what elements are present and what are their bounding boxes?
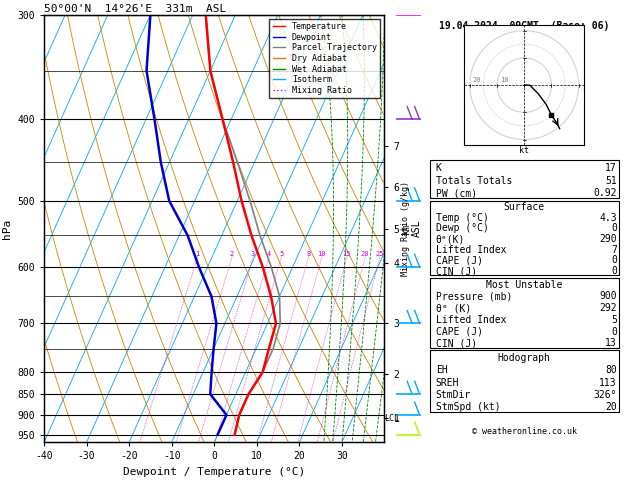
Text: 3: 3 <box>251 251 255 257</box>
Text: SREH: SREH <box>436 378 459 387</box>
Text: CIN (J): CIN (J) <box>436 338 477 348</box>
Text: 50°00'N  14°26'E  331m  ASL: 50°00'N 14°26'E 331m ASL <box>44 4 226 14</box>
Text: CAPE (J): CAPE (J) <box>436 327 482 337</box>
Text: 1: 1 <box>196 251 199 257</box>
Text: Lifted Index: Lifted Index <box>436 245 506 255</box>
Text: Dewp (°C): Dewp (°C) <box>436 224 489 233</box>
Text: 2: 2 <box>230 251 234 257</box>
Text: 80: 80 <box>605 365 617 375</box>
Text: CAPE (J): CAPE (J) <box>436 256 482 265</box>
Text: 15: 15 <box>342 251 351 257</box>
Text: 5: 5 <box>279 251 283 257</box>
Text: θᵉ (K): θᵉ (K) <box>436 303 471 313</box>
Text: 5: 5 <box>611 315 617 325</box>
Text: 292: 292 <box>599 303 617 313</box>
Bar <box>430 278 619 348</box>
Text: PW (cm): PW (cm) <box>436 189 477 198</box>
Text: 17: 17 <box>605 163 617 173</box>
Text: Mixing Ratio (g/kg): Mixing Ratio (g/kg) <box>401 181 409 276</box>
Text: Hodograph: Hodograph <box>498 353 551 363</box>
Text: Most Unstable: Most Unstable <box>486 279 562 290</box>
Text: CIN (J): CIN (J) <box>436 266 477 276</box>
Text: 290: 290 <box>599 234 617 244</box>
Text: 10: 10 <box>318 251 326 257</box>
Text: θᵉ(K): θᵉ(K) <box>436 234 465 244</box>
Text: 7: 7 <box>611 245 617 255</box>
Text: 0: 0 <box>611 256 617 265</box>
Text: 326°: 326° <box>593 390 617 400</box>
Text: 20: 20 <box>605 402 617 412</box>
Text: 0: 0 <box>611 327 617 337</box>
Bar <box>430 160 619 198</box>
Text: 25: 25 <box>376 251 384 257</box>
Text: EH: EH <box>436 365 447 375</box>
Text: Lifted Index: Lifted Index <box>436 315 506 325</box>
Text: 0: 0 <box>611 266 617 276</box>
Text: 0: 0 <box>611 224 617 233</box>
Text: 19.04.2024  09GMT  (Base: 06): 19.04.2024 09GMT (Base: 06) <box>439 21 610 31</box>
Text: 4.3: 4.3 <box>599 213 617 223</box>
Text: 900: 900 <box>599 292 617 301</box>
Text: Pressure (mb): Pressure (mb) <box>436 292 512 301</box>
Bar <box>430 201 619 276</box>
Text: K: K <box>436 163 442 173</box>
Y-axis label: km
ASL: km ASL <box>401 220 422 237</box>
Text: 4: 4 <box>267 251 271 257</box>
Bar <box>430 350 619 412</box>
Text: 51: 51 <box>605 175 617 186</box>
Text: StmDir: StmDir <box>436 390 471 400</box>
Text: © weatheronline.co.uk: © weatheronline.co.uk <box>472 427 577 436</box>
Text: 13: 13 <box>605 338 617 348</box>
X-axis label: Dewpoint / Temperature (°C): Dewpoint / Temperature (°C) <box>123 467 305 477</box>
Text: 0.92: 0.92 <box>593 189 617 198</box>
Legend: Temperature, Dewpoint, Parcel Trajectory, Dry Adiabat, Wet Adiabat, Isotherm, Mi: Temperature, Dewpoint, Parcel Trajectory… <box>269 19 381 98</box>
Text: 8: 8 <box>306 251 311 257</box>
Text: Temp (°C): Temp (°C) <box>436 213 489 223</box>
Text: Totals Totals: Totals Totals <box>436 175 512 186</box>
Text: Surface: Surface <box>504 202 545 212</box>
Text: 113: 113 <box>599 378 617 387</box>
Text: 20: 20 <box>361 251 369 257</box>
Text: LCL: LCL <box>384 414 399 423</box>
Y-axis label: hPa: hPa <box>2 218 12 239</box>
Text: StmSpd (kt): StmSpd (kt) <box>436 402 500 412</box>
